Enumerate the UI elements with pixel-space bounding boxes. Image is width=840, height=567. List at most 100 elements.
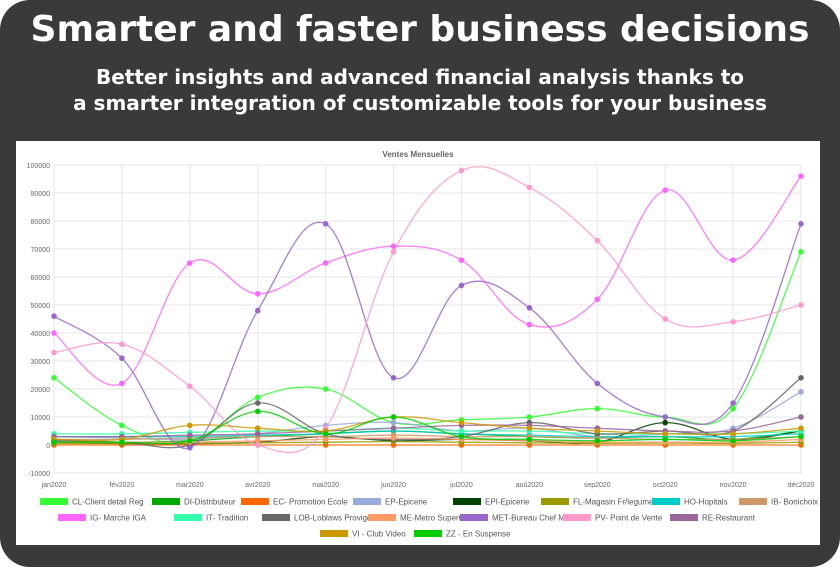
legend-label: EPI-Epicerie [485,497,530,507]
legend-label: DI-Distributeur [184,497,236,507]
data-point [526,305,533,311]
subheadline-line-2: a smarter integration of customizable to… [73,91,767,115]
legend-label: PV- Point de Vente [595,513,663,523]
y-tick-label: 40000 [31,331,51,338]
legend-item[interactable]: IG- Marche IGA [58,513,146,522]
legend-item[interactable]: VI - Club Video [320,529,406,538]
data-point [526,425,533,432]
data-point [458,419,465,426]
y-tick-label: 20000 [31,387,51,394]
data-point [51,313,57,319]
subheadline-line-1: Better insights and advanced financial a… [95,65,745,89]
data-point [187,438,193,444]
legend-swatch [174,514,202,522]
data-point [798,375,804,381]
data-point [119,380,125,387]
legend-swatch [40,498,68,506]
legend-item[interactable]: DI-Distributeur [152,497,236,506]
legend-item[interactable]: EP-Epicerie [353,497,427,506]
data-point [322,260,329,266]
data-point [730,431,736,437]
series-line [53,221,802,449]
legend-label: FL-Magasin Fr/legume [573,497,654,507]
y-tick-label: 90000 [31,191,51,198]
data-point [526,436,533,443]
data-point [187,260,193,266]
data-point [662,414,668,420]
legend-item[interactable]: PV- Point de Vente [563,513,662,522]
data-point [798,302,804,308]
data-point [390,425,397,432]
data-point [390,249,397,255]
x-tick-label: avr2020 [245,482,270,489]
x-tick-label: mar2020 [176,482,204,489]
legend-swatch [262,514,290,522]
data-point [390,375,397,381]
data-point [390,435,397,441]
data-point [322,431,329,437]
y-tick-label: 30000 [31,359,51,366]
legend-item[interactable]: IT- Tradition [174,513,248,522]
data-point [458,282,465,289]
data-point [662,436,668,443]
data-point [798,249,804,255]
x-tick-label: sep2020 [584,482,611,489]
legend-swatch [152,498,180,506]
data-point [662,431,668,437]
legend-swatch [241,498,269,506]
legend-item[interactable]: EC- Promotion Ecole [241,497,348,506]
data-point [322,436,329,443]
y-tick-label: 60000 [31,275,51,282]
x-tick-label: mai2020 [312,482,339,489]
y-tick-label: -10000 [28,471,50,478]
data-point [594,380,601,387]
legend-item[interactable]: RE-Restaurant [670,513,755,522]
legend-label: RE-Restaurant [702,513,755,523]
data-point [390,414,397,420]
legend-swatch [460,514,488,522]
data-point [51,349,57,356]
data-point [798,433,804,440]
legend-label: CL-Client detail Reg [72,497,144,507]
legend-item[interactable]: LOB-Loblaws Provigo [262,513,371,522]
data-point [730,400,736,406]
series-line [53,410,802,445]
data-point [254,307,261,314]
legend-item[interactable]: IB- Bonichoix [739,497,818,506]
data-point [662,316,668,322]
legend-item[interactable]: ME-Metro SuperC List [368,513,479,522]
x-tick-label: fév2020 [109,482,134,489]
legend-item[interactable]: CL-Client detail Reg [40,497,144,506]
data-point [187,445,193,451]
data-point [526,414,533,420]
legend-item[interactable]: ZZ - En Suspense [414,529,510,538]
data-point [730,319,736,325]
data-point [594,405,601,412]
data-point [254,408,261,415]
data-point [458,257,465,263]
y-tick-label: 10000 [31,415,51,422]
data-point [458,167,465,174]
data-point [798,389,804,395]
x-tick-label: aoû2020 [516,482,543,489]
series-line [54,440,802,445]
legend-label: LOB-Loblaws Provigo [294,513,372,523]
legend-swatch [739,498,767,506]
legend-item[interactable]: EPI-Epicerie [453,497,529,506]
series-line [53,251,802,445]
data-point [187,383,193,389]
line-chart: Ventes Mensuelles -10000 0 10000 20000 30000 4… [27,150,815,489]
data-point [254,431,261,437]
legend-item[interactable]: MET-Bureau Chef Metr [460,513,574,522]
y-tick-label: 80000 [31,219,51,226]
series-line [54,430,802,438]
legend-item[interactable]: HO-Hopitals [652,497,728,506]
legend-item[interactable]: FL-Magasin Fr/legume [541,497,653,506]
legend-swatch [58,514,86,522]
data-point [51,330,57,336]
data-point [662,187,668,194]
data-point [526,184,533,191]
data-point [798,425,804,432]
data-point [390,419,397,426]
